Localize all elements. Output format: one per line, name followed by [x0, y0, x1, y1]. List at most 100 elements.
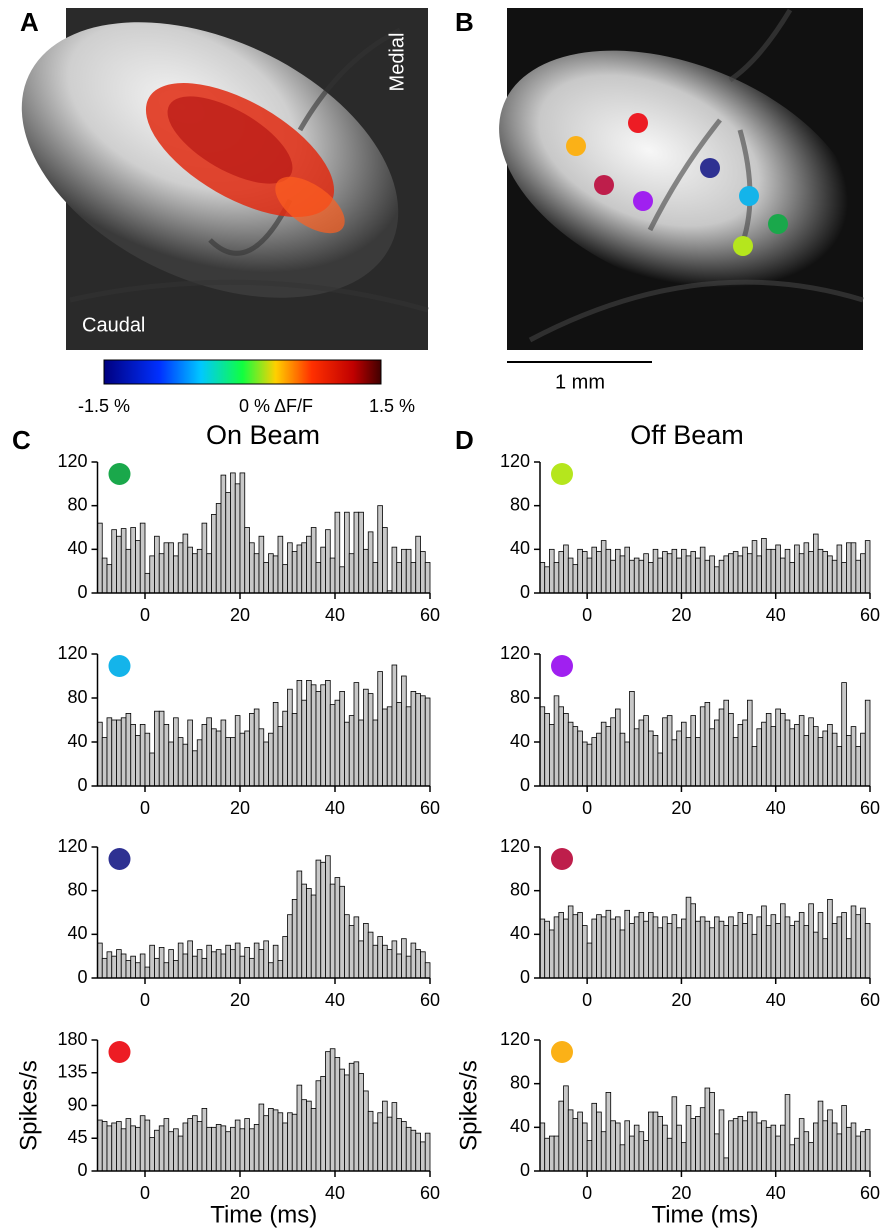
- bar: [320, 546, 326, 594]
- x-tick-label: 40: [766, 605, 786, 625]
- bar: [325, 1051, 331, 1172]
- bar: [116, 535, 122, 594]
- bar: [120, 953, 127, 979]
- bar: [125, 548, 132, 594]
- bar: [339, 566, 345, 594]
- bar: [253, 942, 260, 979]
- bar: [624, 741, 630, 787]
- bar: [860, 1131, 866, 1172]
- bar: [747, 699, 753, 787]
- bar: [549, 1135, 555, 1172]
- bar: [808, 1142, 814, 1172]
- bar: [344, 511, 350, 594]
- bar: [391, 940, 398, 979]
- x-tick-label: 60: [860, 605, 880, 625]
- bar: [709, 728, 715, 787]
- bar: [230, 949, 236, 979]
- bar: [301, 883, 307, 979]
- bar: [817, 737, 824, 787]
- unit-marker: [551, 848, 573, 870]
- bar: [177, 542, 184, 594]
- bar: [272, 702, 279, 787]
- bar: [410, 562, 417, 594]
- bar: [168, 949, 174, 979]
- bar: [249, 542, 255, 594]
- bar: [822, 938, 828, 979]
- bar: [249, 713, 255, 787]
- bar: [563, 1085, 569, 1172]
- bar: [662, 916, 668, 979]
- bar: [652, 1111, 659, 1172]
- bar: [676, 730, 682, 787]
- bar: [864, 923, 871, 979]
- bar: [836, 916, 843, 979]
- bar: [831, 559, 838, 594]
- bar: [784, 916, 791, 979]
- bar: [860, 553, 866, 594]
- bar: [405, 955, 412, 979]
- bar: [315, 1080, 322, 1172]
- bar: [206, 553, 212, 594]
- bar: [789, 562, 795, 594]
- colorbar-label: -1.5 %: [78, 396, 130, 416]
- bar: [263, 940, 269, 979]
- bar: [582, 551, 588, 594]
- bar: [780, 713, 786, 787]
- bar: [553, 916, 560, 979]
- bar: [666, 715, 673, 787]
- bar: [798, 912, 805, 979]
- bar: [652, 916, 659, 979]
- bar: [358, 940, 364, 979]
- bar: [690, 1118, 696, 1172]
- bar: [277, 726, 284, 787]
- bar: [196, 949, 203, 979]
- bar: [751, 933, 758, 979]
- bar: [177, 1135, 184, 1172]
- bar: [211, 1126, 217, 1172]
- bar: [657, 1116, 663, 1172]
- bar: [549, 929, 555, 979]
- bar: [230, 1126, 236, 1172]
- y-tick-label: 80: [67, 879, 87, 899]
- y-tick-label: 0: [520, 967, 530, 987]
- y-axis-label: Spikes/s: [455, 1060, 482, 1151]
- bar: [196, 739, 203, 787]
- bar: [831, 1122, 838, 1172]
- bar: [685, 1105, 692, 1172]
- bar: [643, 715, 649, 787]
- bar: [841, 1105, 847, 1172]
- bar: [192, 750, 198, 787]
- x-tick-label: 40: [325, 990, 345, 1010]
- site-dot: [733, 236, 753, 256]
- bar: [558, 1100, 564, 1172]
- bar: [396, 562, 402, 594]
- bar: [239, 955, 246, 979]
- x-axis-label: Time (ms): [651, 1201, 758, 1228]
- bar: [391, 1102, 398, 1172]
- bar: [244, 730, 250, 787]
- bar: [718, 559, 725, 594]
- bar: [544, 1137, 550, 1172]
- bar: [306, 535, 312, 594]
- bar: [377, 1112, 383, 1172]
- bar: [182, 533, 189, 594]
- unit-marker: [551, 1041, 573, 1063]
- bar: [268, 1108, 274, 1172]
- bar: [572, 564, 579, 594]
- bar: [638, 912, 645, 979]
- bar: [695, 920, 701, 979]
- bar: [173, 1128, 179, 1172]
- bar: [125, 960, 132, 979]
- bar: [177, 737, 184, 787]
- bar: [615, 548, 621, 594]
- bar: [685, 896, 692, 979]
- y-tick-label: 120: [57, 451, 87, 471]
- x-tick-label: 0: [140, 990, 150, 1010]
- bar: [723, 699, 729, 787]
- bar: [817, 1100, 824, 1172]
- bar: [139, 724, 146, 787]
- x-tick-label: 0: [582, 1183, 592, 1203]
- bar: [130, 955, 136, 979]
- bar: [306, 1100, 312, 1172]
- bar: [211, 951, 217, 979]
